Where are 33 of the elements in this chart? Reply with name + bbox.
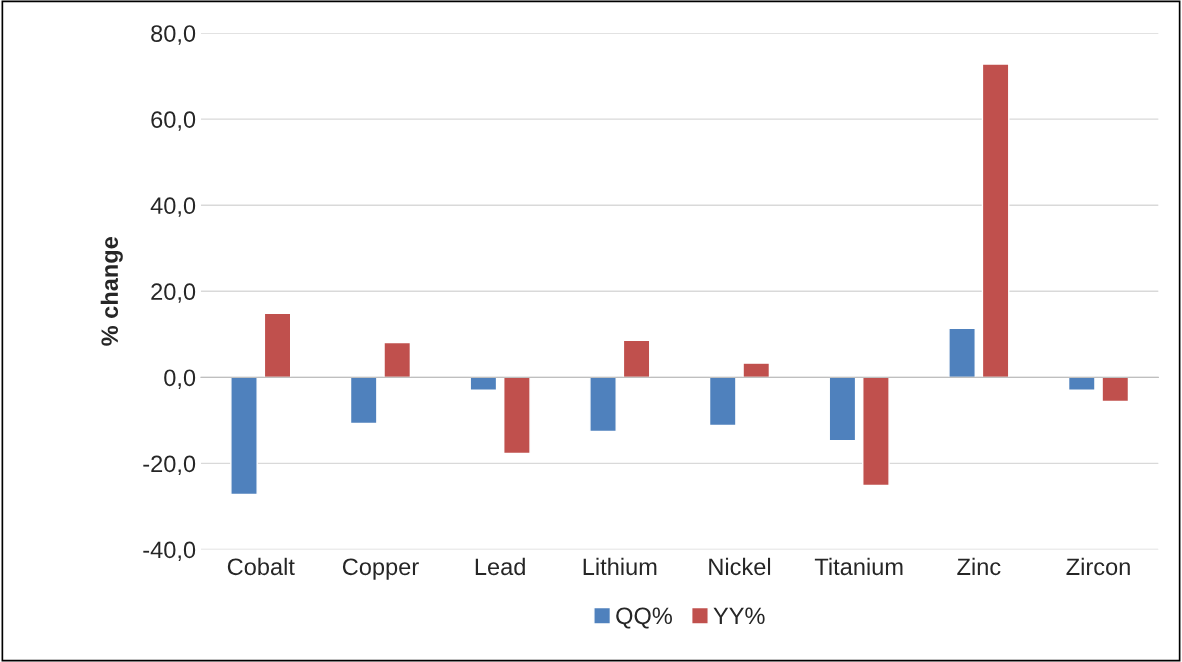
y-tick-label: 20,0 <box>151 283 196 303</box>
x-tick-label: Nickel <box>709 557 771 576</box>
bar <box>708 376 737 427</box>
bar <box>230 376 258 496</box>
legend-label: QQ% <box>616 607 672 629</box>
bar <box>981 63 1010 379</box>
y-tick-label: -20,0 <box>143 455 196 475</box>
x-tick-label: Lead <box>475 557 525 576</box>
y-tick-label: 0,0 <box>164 369 196 389</box>
bar <box>263 312 292 379</box>
bar <box>383 341 412 379</box>
x-tick-label: Cobalt <box>227 557 295 576</box>
x-tick-label: Zinc <box>957 557 1001 576</box>
bar <box>1101 376 1130 403</box>
y-tick-label: 40,0 <box>150 197 196 217</box>
bar <box>862 376 890 487</box>
bar <box>948 327 976 379</box>
bar <box>589 376 617 433</box>
x-tick-label: Titanium <box>814 557 903 576</box>
y-tick-label: -40,0 <box>143 541 196 562</box>
y-tick-label: 60,0 <box>151 111 196 131</box>
bar <box>503 376 531 455</box>
bar <box>828 376 857 442</box>
bar <box>349 376 378 425</box>
bar <box>1067 376 1096 391</box>
x-tick-label: Zircon <box>1066 557 1130 576</box>
bar <box>742 362 771 379</box>
x-tick-label: Lithium <box>583 557 657 576</box>
legend-label: YY% <box>713 607 765 625</box>
x-tick-label: Copper <box>342 558 419 580</box>
y-tick-label: 80,0 <box>151 25 196 45</box>
bar <box>622 339 651 379</box>
y-axis-title: % change <box>100 236 123 346</box>
